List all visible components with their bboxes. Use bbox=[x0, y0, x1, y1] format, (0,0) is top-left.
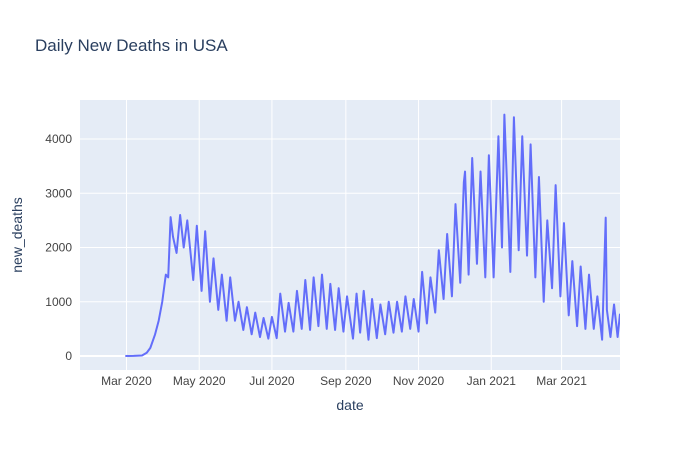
y-tick-label: 1000 bbox=[45, 295, 72, 309]
x-tick-label: Mar 2020 bbox=[101, 374, 152, 388]
y-tick-label: 2000 bbox=[45, 241, 72, 255]
data-line bbox=[125, 113, 620, 357]
x-tick-label: Jul 2020 bbox=[249, 374, 295, 388]
chart-title: Daily New Deaths in USA bbox=[35, 36, 228, 55]
marks bbox=[125, 113, 620, 357]
x-tick-label: Mar 2021 bbox=[536, 374, 587, 388]
x-tick-label: May 2020 bbox=[173, 374, 226, 388]
plot-area bbox=[80, 100, 620, 370]
y-tick-label: 4000 bbox=[45, 132, 72, 146]
y-axis-title: new_deaths bbox=[9, 197, 25, 273]
y-tick-label: 0 bbox=[65, 349, 72, 363]
x-tick-label: Sep 2020 bbox=[320, 374, 372, 388]
x-tick-label: Jan 2021 bbox=[467, 374, 517, 388]
y-tick-label: 3000 bbox=[45, 186, 72, 200]
x-axis-title: date bbox=[336, 397, 363, 413]
x-tick-label: Nov 2020 bbox=[393, 374, 445, 388]
